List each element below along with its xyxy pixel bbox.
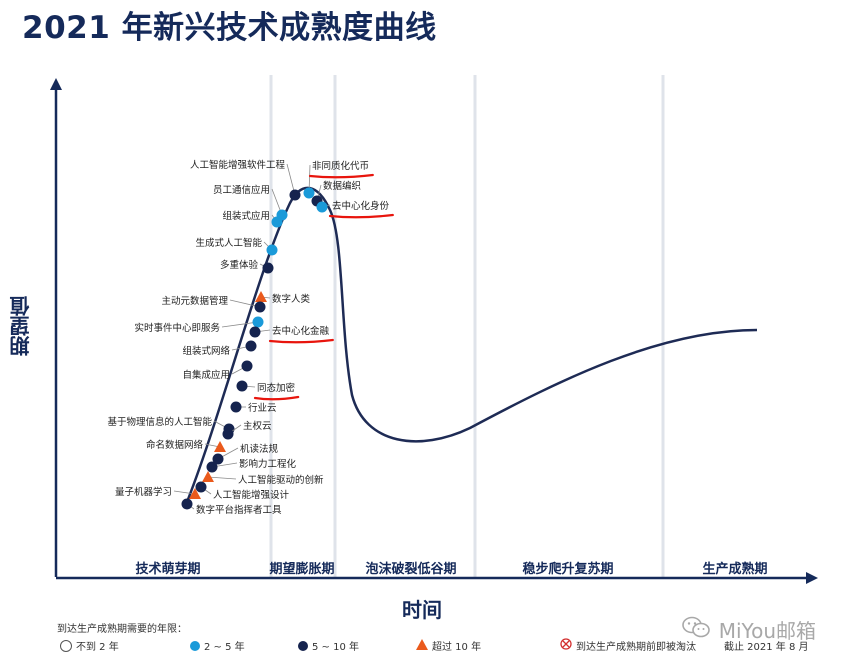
tech-label: 组装式应用 <box>222 210 270 222</box>
phase-label: 期望膨胀期 <box>269 561 334 577</box>
tech-label: 数字平台指挥者工具 <box>196 504 282 516</box>
legend-marker-icon <box>416 638 428 653</box>
tech-marker <box>195 481 207 493</box>
legend-marker-icon <box>60 639 72 652</box>
tech-marker <box>303 187 315 199</box>
tech-label: 组装式网络 <box>182 345 230 357</box>
tech-label: 命名数据网络 <box>146 439 204 451</box>
legend-label: 到达生产成熟期前即被淘汰 <box>576 642 696 653</box>
legend-item: 5 ~ 10 年 <box>298 638 359 653</box>
legend-marker-icon <box>298 640 308 651</box>
legend-marker-icon <box>560 638 572 653</box>
tech-marker <box>245 340 257 352</box>
tech-label: 员工通信应用 <box>213 184 270 196</box>
tech-marker <box>222 428 234 440</box>
y-axis-label: 期望值 <box>9 296 33 356</box>
y-axis-arrow-icon <box>50 78 62 90</box>
tech-marker <box>249 326 261 338</box>
tech-marker <box>255 291 267 302</box>
tech-marker <box>189 488 201 499</box>
x-axis-arrow-icon <box>806 572 818 584</box>
tech-label: 人工智能驱动的创新 <box>238 474 324 486</box>
tech-marker <box>316 201 328 213</box>
as-of-date: 截止 2021 年 8 月 <box>724 642 809 653</box>
page-title: 2021 年新兴技术成熟度曲线 <box>22 10 437 46</box>
tech-marker <box>212 453 224 465</box>
legend-item: 不到 2 年 <box>60 638 119 653</box>
tech-label: 主动元数据管理 <box>161 295 228 307</box>
leader-line <box>207 476 237 480</box>
tech-marker <box>262 262 274 274</box>
tech-label: 去中心化金融 <box>272 325 330 337</box>
tech-marker <box>254 301 266 313</box>
tech-marker <box>236 380 248 392</box>
highlight-underline <box>268 338 334 344</box>
tech-label: 基于物理信息的人工智能 <box>107 416 212 428</box>
legend-label: 5 ~ 10 年 <box>312 642 360 653</box>
tech-label: 人工智能增强设计 <box>213 489 290 501</box>
leader-line <box>173 490 196 495</box>
tech-label: 同态加密 <box>257 382 296 394</box>
watermark-text: MiYou邮箱 <box>718 619 816 643</box>
legend-marker-icon <box>190 640 200 651</box>
tech-marker <box>230 401 242 413</box>
tech-label: 行业云 <box>248 402 277 414</box>
tech-marker <box>252 316 264 328</box>
legend-item: 到达生产成熟期前即被淘汰 <box>560 638 696 653</box>
leader-line <box>221 321 259 328</box>
tech-label: 人工智能增强软件工程 <box>190 159 286 171</box>
highlight-underline <box>308 173 374 179</box>
tech-label: 机读法规 <box>240 443 279 455</box>
tech-marker <box>241 360 253 372</box>
tech-marker <box>214 441 226 452</box>
highlight-underline <box>253 395 300 401</box>
phase-label: 泡沫破裂低谷期 <box>365 561 456 577</box>
wechat-icon <box>681 615 711 644</box>
tech-label: 实时事件中心即服务 <box>134 322 220 334</box>
watermark: MiYou邮箱 <box>681 615 816 644</box>
tech-marker <box>202 471 214 482</box>
x-axis-label: 时间 <box>402 598 442 622</box>
tech-marker <box>266 244 278 256</box>
phase-label: 稳步爬升复苏期 <box>522 561 613 577</box>
tech-marker <box>289 189 301 201</box>
tech-marker <box>181 498 193 510</box>
tech-marker <box>206 461 218 473</box>
tech-label: 量子机器学习 <box>115 486 172 498</box>
tech-label: 数据编织 <box>323 180 361 192</box>
tech-label: 数字人类 <box>272 293 311 305</box>
legend-label: 不到 2 年 <box>76 642 119 653</box>
legend-title: 到达生产成熟期需要的年限： <box>57 624 187 635</box>
tech-marker <box>271 216 283 228</box>
tech-label: 生成式人工智能 <box>195 237 262 249</box>
phase-label: 技术萌芽期 <box>135 561 200 577</box>
legend-label: 2 ~ 5 年 <box>204 642 245 653</box>
tech-label: 影响力工程化 <box>239 458 297 470</box>
phase-label: 生产成熟期 <box>702 561 767 577</box>
tech-label: 主权云 <box>243 420 272 432</box>
highlight-underline <box>328 213 394 219</box>
legend-item: 超过 10 年 <box>416 638 481 653</box>
hype-curve <box>183 186 758 508</box>
tech-label: 多重体验 <box>220 259 259 271</box>
legend-label: 超过 10 年 <box>432 642 482 653</box>
tech-label: 非同质化代币 <box>312 160 369 172</box>
tech-label: 去中心化身份 <box>332 200 390 212</box>
legend-item: 2 ~ 5 年 <box>190 638 245 653</box>
tech-label: 自集成应用 <box>182 369 230 381</box>
